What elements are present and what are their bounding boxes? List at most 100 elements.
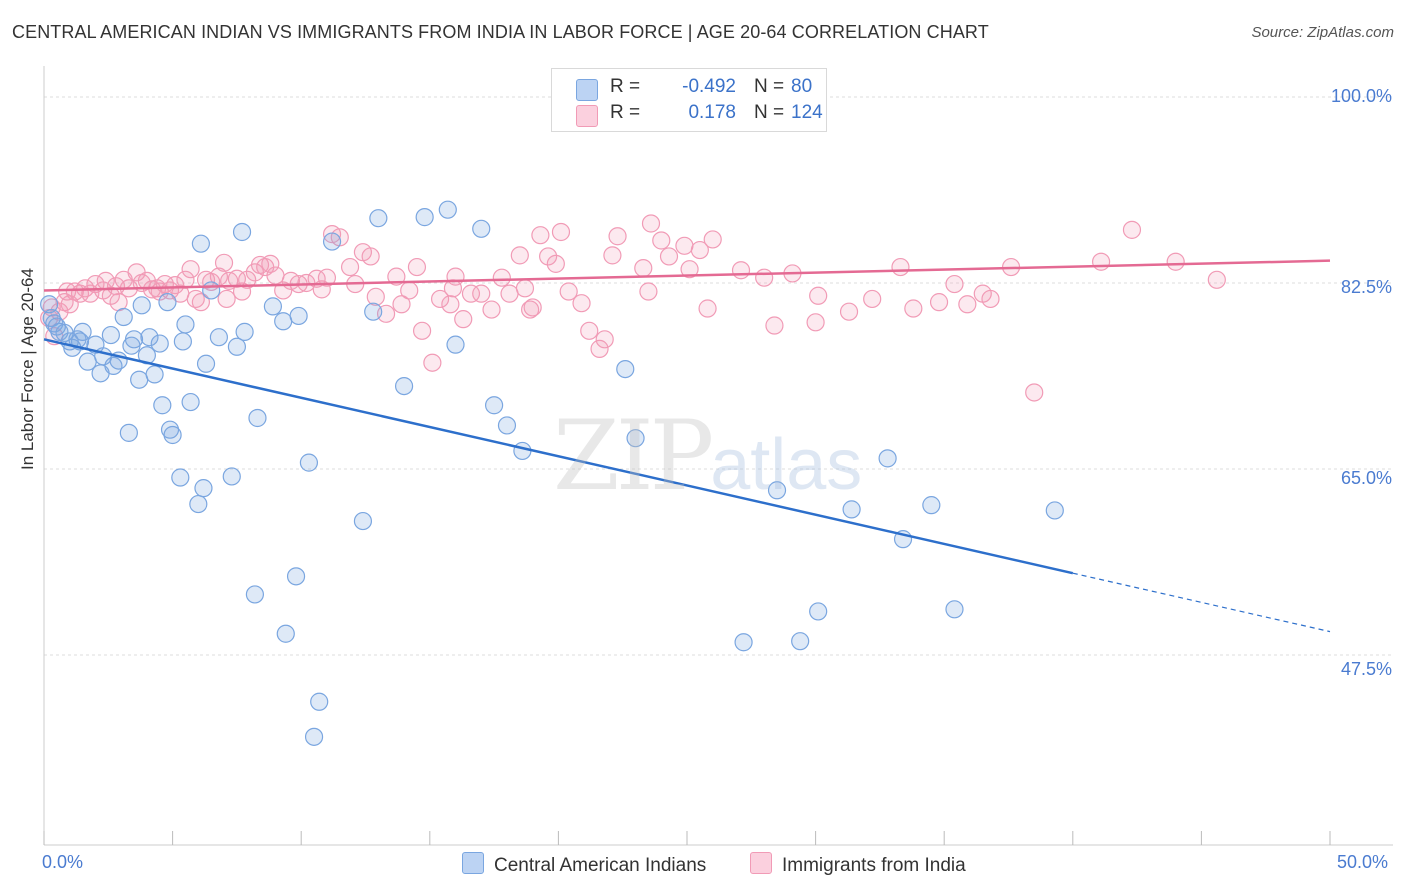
india-data-point [639, 282, 658, 301]
central-american-data-point [124, 330, 144, 349]
central-american-data-point [415, 208, 434, 227]
india-data-point [755, 268, 774, 287]
india-data-point [929, 293, 949, 312]
x-tick-label-min: 0.0% [42, 852, 84, 872]
central-american-data-point [114, 307, 133, 327]
india-data-point [539, 247, 558, 266]
central-american-data-point [322, 232, 342, 251]
india-data-point [765, 316, 784, 335]
legend-n-label: N = [754, 102, 785, 123]
india-data-point [806, 313, 825, 332]
india-data-point [366, 287, 385, 306]
india-data-point [186, 289, 205, 309]
india-data-point [412, 321, 432, 340]
india-data-point [361, 247, 380, 266]
central-american-data-point [145, 365, 164, 384]
y-tick-label: 100.0% [1330, 86, 1392, 106]
central-american-data-point [438, 200, 457, 219]
legend-r-value: 0.178 [688, 102, 736, 123]
central-american-data-point [189, 494, 208, 514]
india-data-point [166, 276, 185, 295]
india-data-point [634, 259, 653, 278]
legend-n-label: N = [754, 76, 785, 97]
watermark-atlas: atlas [710, 425, 863, 505]
central-american-data-point [513, 441, 532, 461]
central-american-data-point [809, 602, 828, 621]
legend-series-name: Immigrants from India [782, 855, 966, 876]
central-american-data-point [274, 312, 293, 331]
india-data-point [603, 246, 622, 265]
central-american-data-point [245, 585, 265, 604]
india-data-point [675, 236, 694, 255]
india-data-point [1122, 220, 1142, 239]
india-data-point [214, 253, 234, 272]
trend-lines [43, 259, 1331, 633]
india-data-point [500, 284, 519, 303]
central-american-data-point [364, 302, 383, 321]
central-american-data-point [767, 481, 787, 500]
india-data-point [595, 330, 614, 349]
india-data-point [904, 299, 923, 318]
central-american-data-point [232, 222, 252, 242]
india-data-point [407, 257, 427, 277]
central-american-data-point [248, 408, 267, 428]
central-american-data-point [235, 322, 254, 341]
central-american-data-point [40, 295, 59, 314]
legend-r-label: R = [610, 102, 641, 123]
india-data-point [546, 254, 565, 273]
central-american-data-point [446, 335, 465, 354]
india-data-point [703, 230, 722, 249]
india-data-point [58, 282, 77, 301]
india-data-point [641, 214, 661, 233]
india-data-point [266, 266, 285, 285]
central-american-data-point [286, 567, 306, 586]
central-american-data-point [878, 449, 897, 468]
grid-lines [44, 96, 1393, 656]
india-trend-line [43, 259, 1331, 292]
india-data-point [981, 289, 1000, 309]
india-data-point [191, 293, 210, 312]
central-american-data-point [276, 624, 295, 643]
india-series-points [40, 214, 1226, 402]
y-tick-label: 65.0% [1340, 468, 1392, 488]
india-data-point [340, 257, 360, 277]
chart-title: CENTRAL AMERICAN INDIAN VS IMMIGRANTS FR… [12, 22, 989, 42]
central-american-data-point [209, 328, 228, 347]
india-data-point [492, 268, 511, 287]
india-data-point [392, 295, 411, 314]
india-data-point [521, 300, 540, 319]
central-american-data-point [289, 306, 308, 326]
india-data-point [531, 226, 550, 245]
india-data-point [232, 282, 252, 301]
central-american-data-point [101, 325, 120, 345]
india-data-point [482, 300, 501, 319]
central-american-data-point [369, 209, 388, 228]
legend-r-label: R = [610, 76, 641, 97]
india-data-point [958, 295, 977, 314]
india-data-point [510, 246, 529, 265]
india-data-point [590, 339, 609, 358]
axes [43, 66, 1393, 846]
central-american-data-point [150, 334, 169, 353]
india-data-point [423, 353, 442, 372]
central-american-data-point [171, 468, 190, 487]
central-american-data-point [1045, 501, 1064, 520]
india-data-point [430, 289, 450, 309]
central-american-data-point [734, 633, 753, 652]
central-american-data-point [310, 692, 329, 711]
central-american-data-point [945, 600, 964, 619]
india-data-point [680, 260, 699, 279]
india-data-point [659, 247, 679, 266]
india-data-point [1166, 252, 1185, 271]
india-data-point [559, 282, 578, 301]
central-american-trend-line [43, 338, 1074, 575]
legend-swatch-pink [576, 105, 598, 127]
legend-series-name: Central American Indians [494, 855, 707, 876]
india-data-point [515, 279, 535, 298]
central-american-data-point [299, 453, 319, 472]
central-american-data-point [196, 354, 216, 373]
y-tick-label: 47.5% [1340, 659, 1392, 679]
legend-swatch-blue [576, 79, 598, 101]
india-data-point [209, 267, 228, 286]
india-data-point [891, 257, 910, 277]
